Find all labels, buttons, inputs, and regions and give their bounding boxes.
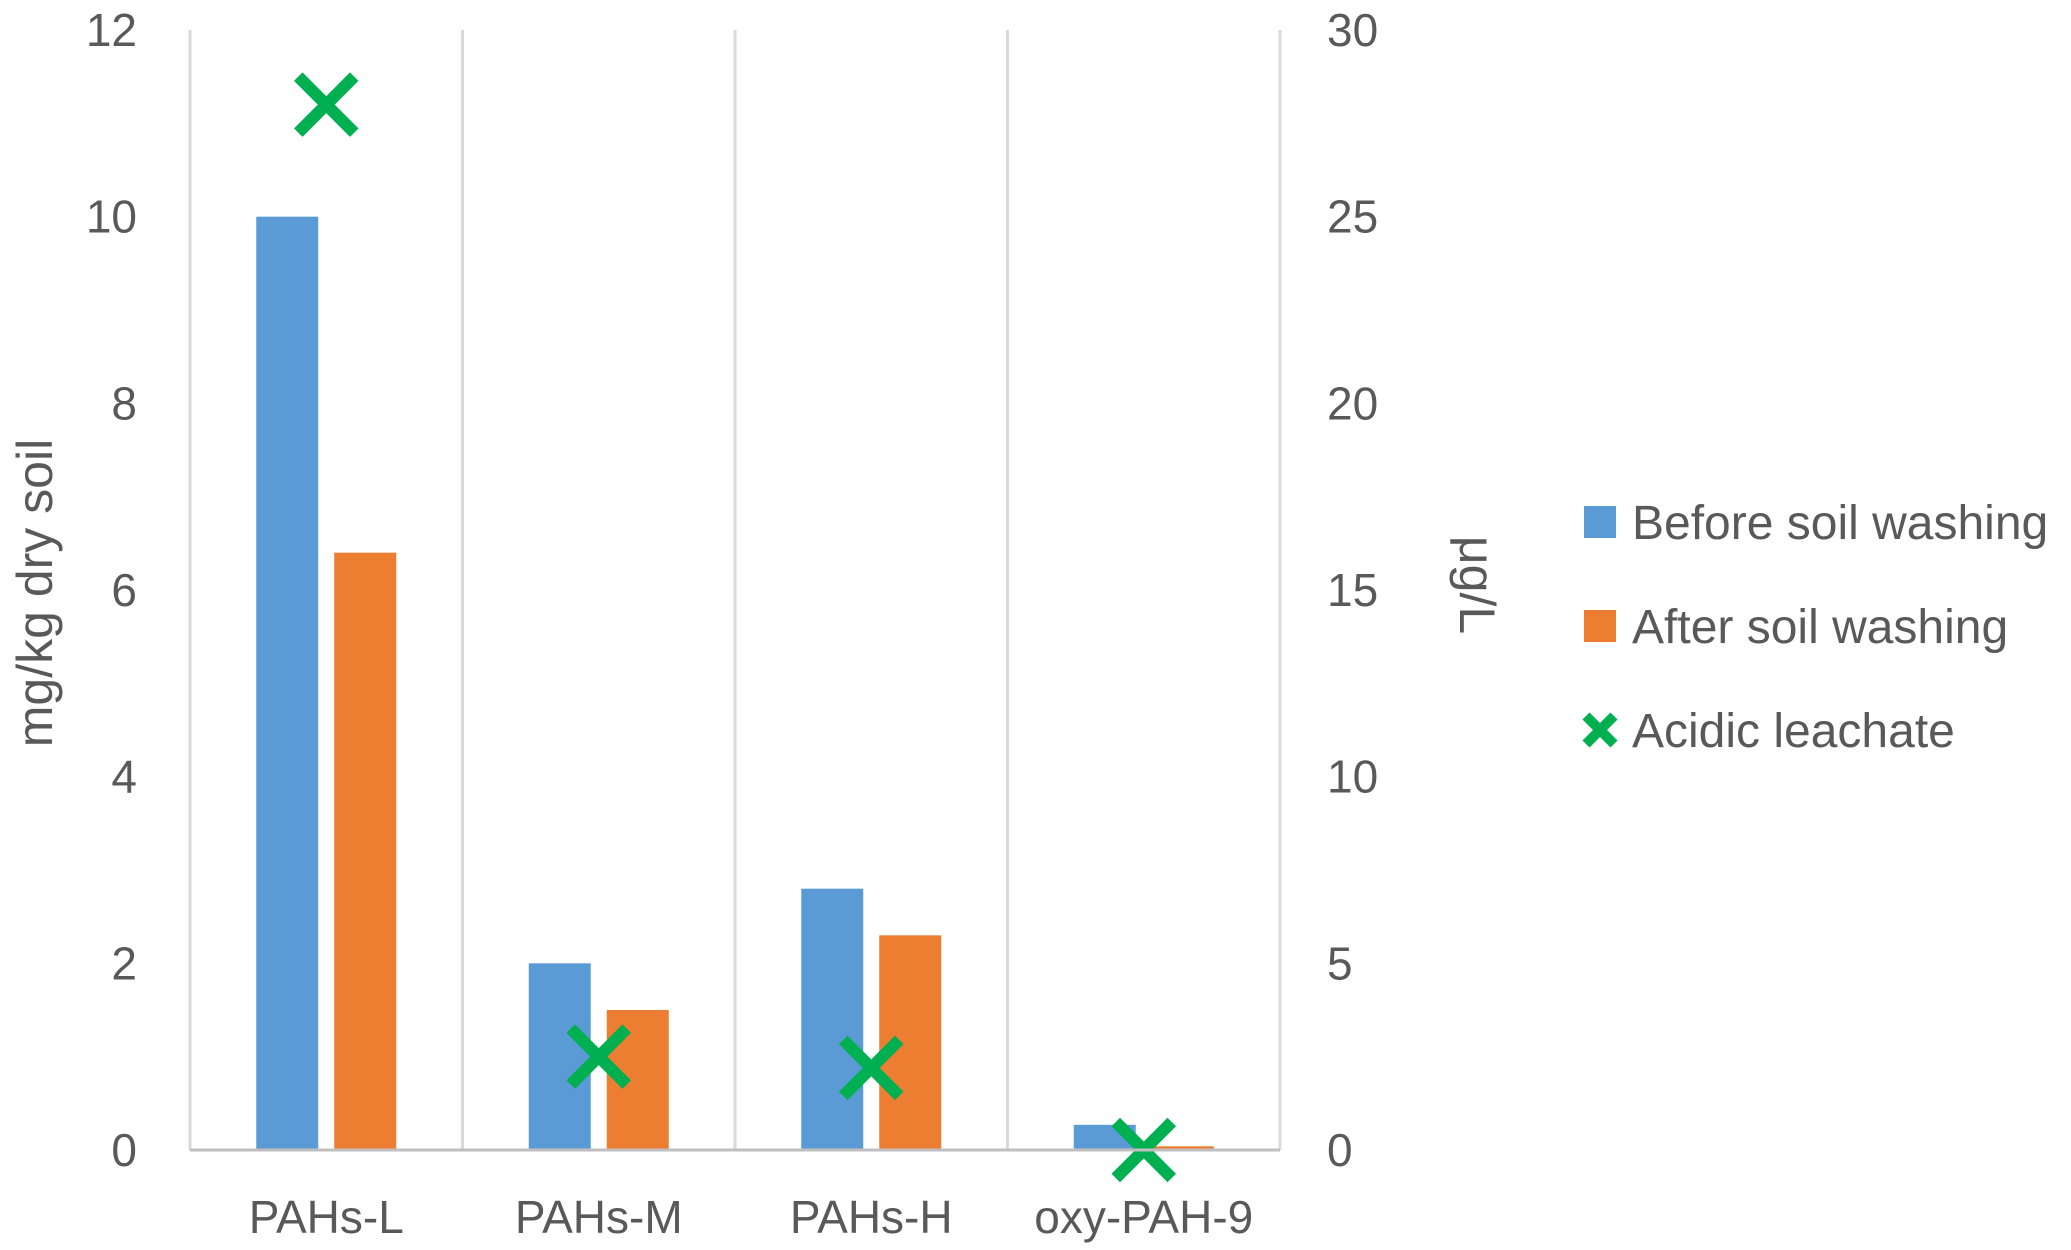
bar-after-soil-washing-oxy-pah-9 (1151, 1146, 1214, 1150)
legend-label-acidic-leachate: Acidic leachate (1632, 705, 1955, 758)
marker-acidic-leachate-pahs-l (294, 72, 359, 137)
legend-swatch-before-soil-washing (1584, 506, 1616, 538)
bar-series-group (256, 216, 1214, 1150)
right-tick-30: 30 (1327, 4, 1378, 56)
category-gridlines (188, 30, 1282, 1150)
legend-swatch-after-soil-washing (1584, 610, 1616, 642)
right-axis-title: μg/L (1449, 536, 1505, 634)
left-tick-6: 6 (111, 564, 137, 616)
marker-acidic-leachate-pahs-h (839, 1035, 904, 1101)
legend-item-acidic-leachate: Acidic leachate (1582, 705, 1955, 758)
left-tick-10: 10 (86, 191, 137, 243)
left-tick-0: 0 (111, 1124, 137, 1176)
legend-item-after-soil-washing: After soil washing (1584, 601, 2008, 654)
category-label-pahs-l: PAHs-L (249, 1191, 404, 1243)
right-tick-20: 20 (1327, 377, 1378, 429)
category-label-pahs-m: PAHs-M (515, 1191, 683, 1243)
bar-after-soil-washing-pahs-l (334, 552, 397, 1150)
bar-before-soil-washing-pahs-l (256, 216, 319, 1150)
right-tick-15: 15 (1327, 564, 1378, 616)
left-tick-12: 12 (86, 4, 137, 56)
legend-swatch-acidic-leachate (1582, 712, 1618, 748)
bar-before-soil-washing-pahs-h (801, 888, 864, 1150)
bar-before-soil-washing-pahs-m (528, 963, 591, 1150)
marker-series-group (294, 72, 1176, 1183)
legend-label-before-soil-washing: Before soil washing (1632, 497, 2048, 550)
legend-item-before-soil-washing: Before soil washing (1584, 497, 2048, 550)
left-tick-4: 4 (111, 751, 137, 803)
category-labels: PAHs-L PAHs-M PAHs-H oxy-PAH-9 (249, 1191, 1254, 1243)
right-tick-5: 5 (1327, 937, 1353, 989)
left-axis-title: mg/kg dry soil (7, 439, 63, 747)
category-label-oxy-pah-9: oxy-PAH-9 (1034, 1191, 1253, 1243)
right-axis-ticks: 0 5 10 15 20 25 30 (1327, 4, 1378, 1176)
left-tick-8: 8 (111, 377, 137, 429)
left-tick-2: 2 (111, 937, 137, 989)
legend: Before soil washing After soil washing Aci… (1582, 497, 2048, 758)
right-tick-25: 25 (1327, 191, 1378, 243)
marker-acidic-leachate-pahs-m (566, 1024, 631, 1089)
right-tick-10: 10 (1327, 751, 1378, 803)
right-tick-0: 0 (1327, 1124, 1353, 1176)
left-axis-ticks: 0 2 4 6 8 10 12 (86, 4, 137, 1176)
legend-label-after-soil-washing: After soil washing (1632, 601, 2008, 654)
category-label-pahs-h: PAHs-H (790, 1191, 953, 1243)
